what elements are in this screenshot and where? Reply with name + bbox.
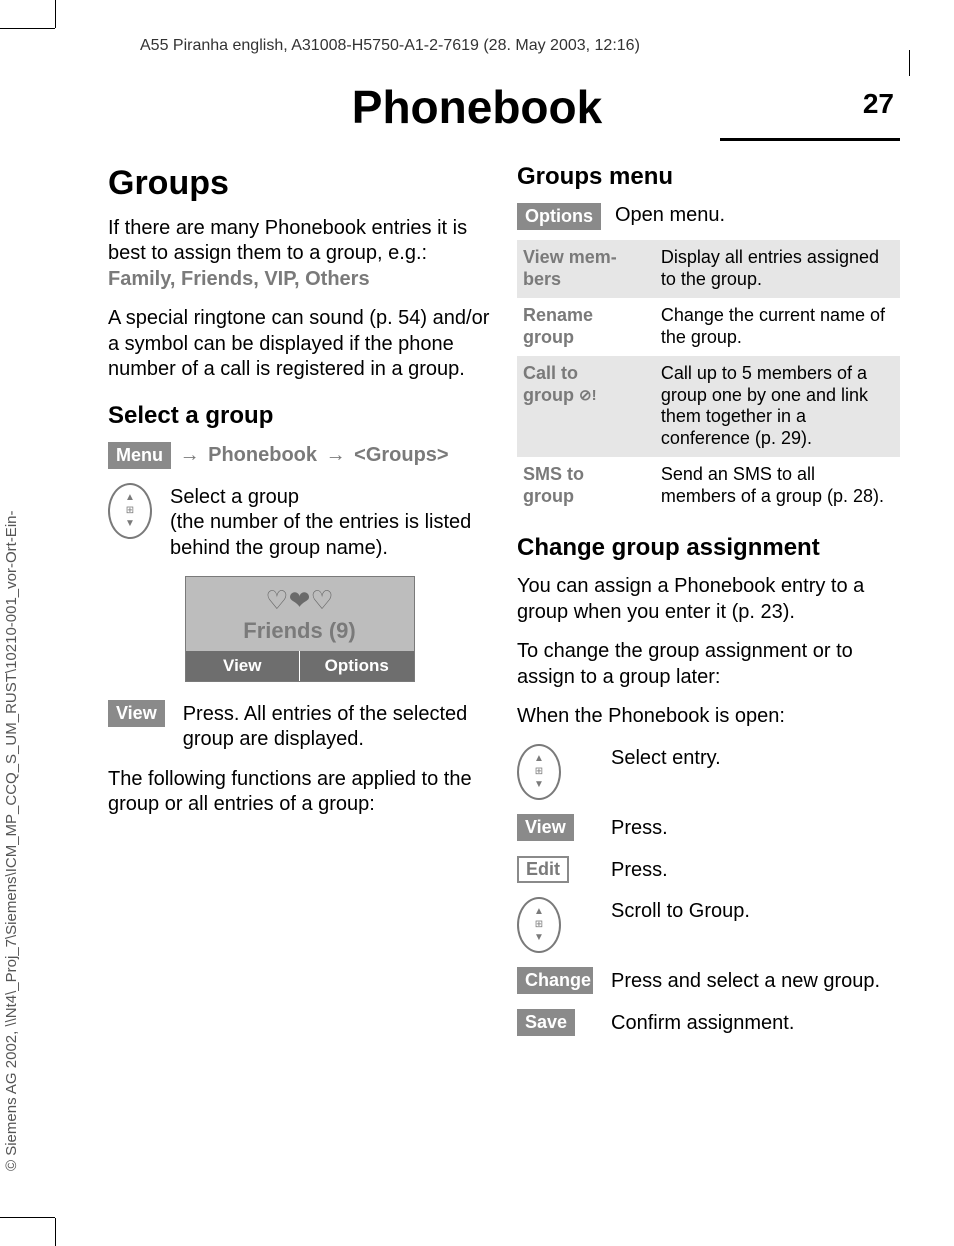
groups-menu-heading: Groups menu <box>517 162 900 193</box>
step-row: Edit Press. <box>517 856 900 884</box>
step-row: ▲⊞▼ Select entry. <box>517 744 900 800</box>
step-key-slot: Change <box>517 967 593 994</box>
step-text: Select entry. <box>611 744 900 772</box>
groups-heading: Groups <box>108 162 491 206</box>
step-text: Press and select a new group. <box>611 967 900 995</box>
nav-key-icon: ▲⊞▼ <box>108 483 152 539</box>
table-row: Call togroup ⊘!Call up to 5 members of a… <box>517 356 900 458</box>
hearts-icon: ♡❤♡ <box>186 587 414 613</box>
step-row: Save Confirm assignment. <box>517 1009 900 1037</box>
menu-item-name: Renamegroup <box>517 298 655 356</box>
select-group-text: Select a group (the number of the entrie… <box>170 483 491 562</box>
crop-mark <box>55 1218 56 1246</box>
step-key-slot: Edit <box>517 856 593 883</box>
nav-key-icon: ▲⊞▼ <box>517 744 561 800</box>
step-text: Scroll to Group. <box>611 897 900 925</box>
step-text: Press. <box>611 856 900 884</box>
softkey-view: View <box>186 651 301 681</box>
crop-mark <box>0 28 55 29</box>
view-text: Press. All entries of the selected group… <box>183 700 491 753</box>
change-assignment-heading: Change group assignment <box>517 533 900 564</box>
change-pill: Change <box>517 967 593 994</box>
menu-item-name: Call togroup ⊘! <box>517 356 655 458</box>
step-key-slot: View <box>517 814 593 841</box>
title-underline <box>720 138 900 141</box>
menu-item-name: View mem-bers <box>517 240 655 298</box>
functions-paragraph: The following functions are applied to t… <box>108 767 491 818</box>
step-row: ▲⊞▼ Scroll to Group. <box>517 897 900 953</box>
edit-pill: Edit <box>517 856 569 883</box>
ringtone-paragraph: A special ringtone can sound (p. 54) and… <box>108 306 491 383</box>
table-row: View mem-bersDisplay all entries assigne… <box>517 240 900 298</box>
menu-item-desc: Change the current name of the group. <box>655 298 900 356</box>
nav-groups: <Groups> <box>354 444 448 466</box>
table-row: SMS togroupSend an SMS to all members of… <box>517 457 900 515</box>
menu-item-desc: Display all entries assigned to the grou… <box>655 240 900 298</box>
step-key-slot: ▲⊞▼ <box>517 897 593 953</box>
step-key-slot: Save <box>517 1009 593 1036</box>
view-pill: View <box>517 814 574 841</box>
right-column: Groups menu Options Open menu. View mem-… <box>517 162 900 1050</box>
menu-item-desc: Send an SMS to all members of a group (p… <box>655 457 900 515</box>
open-menu-text: Open menu. <box>615 203 725 229</box>
assign-p3: When the Phonebook is open: <box>517 704 900 730</box>
phone-softkeys: View Options <box>186 651 414 681</box>
crop-mark <box>909 50 910 76</box>
page-number: 27 <box>863 88 894 120</box>
assign-p2: To change the group assignment or to ass… <box>517 639 900 690</box>
open-menu-row: Options Open menu. <box>517 203 900 230</box>
table-row: RenamegroupChange the current name of th… <box>517 298 900 356</box>
nav-key-icon: ▲⊞▼ <box>517 897 561 953</box>
header-path: A55 Piranha english, A31008-H5750-A1-2-7… <box>140 37 640 55</box>
options-pill: Options <box>517 203 601 230</box>
arrow-icon: → <box>177 444 203 466</box>
step-key-slot: ▲⊞▼ <box>517 744 593 800</box>
groups-menu-table: View mem-bersDisplay all entries assigne… <box>517 240 900 516</box>
step-row: Change Press and select a new group. <box>517 967 900 995</box>
menu-path: Menu → Phonebook → <Groups> <box>108 442 491 469</box>
crop-mark <box>55 0 56 28</box>
group-examples: Family, Friends, VIP, Others <box>108 268 370 290</box>
select-group-heading: Select a group <box>108 401 491 432</box>
crop-mark <box>0 1217 55 1218</box>
menu-item-desc: Call up to 5 members of a group one by o… <box>655 356 900 458</box>
phone-screen: ♡❤♡ Friends (9) View Options <box>185 576 415 682</box>
step-row: View Press. <box>517 814 900 842</box>
menu-pill: Menu <box>108 442 171 469</box>
assign-p1: You can assign a Phonebook entry to a gr… <box>517 574 900 625</box>
copyright-side: © Siemens AG 2002, \\Nt4\_Proj_7\Siemens… <box>3 511 20 1171</box>
phone-screen-label: Friends (9) <box>186 617 414 645</box>
groups-intro: If there are many Phonebook entries it i… <box>108 216 491 293</box>
menu-item-name: SMS togroup <box>517 457 655 515</box>
save-pill: Save <box>517 1009 575 1036</box>
group-call-icon: ⊘! <box>579 387 597 404</box>
arrow-icon: → <box>323 444 349 466</box>
phone-screen-top: ♡❤♡ Friends (9) <box>186 577 414 651</box>
step-text: Press. <box>611 814 900 842</box>
softkey-options: Options <box>300 651 414 681</box>
step-text: Confirm assignment. <box>611 1009 900 1037</box>
groups-intro-text: If there are many Phonebook entries it i… <box>108 217 467 265</box>
nav-phonebook: Phonebook <box>208 444 317 466</box>
left-column: Groups If there are many Phonebook entri… <box>108 162 491 1050</box>
view-pill: View <box>108 700 165 727</box>
page-title: Phonebook <box>0 80 954 134</box>
